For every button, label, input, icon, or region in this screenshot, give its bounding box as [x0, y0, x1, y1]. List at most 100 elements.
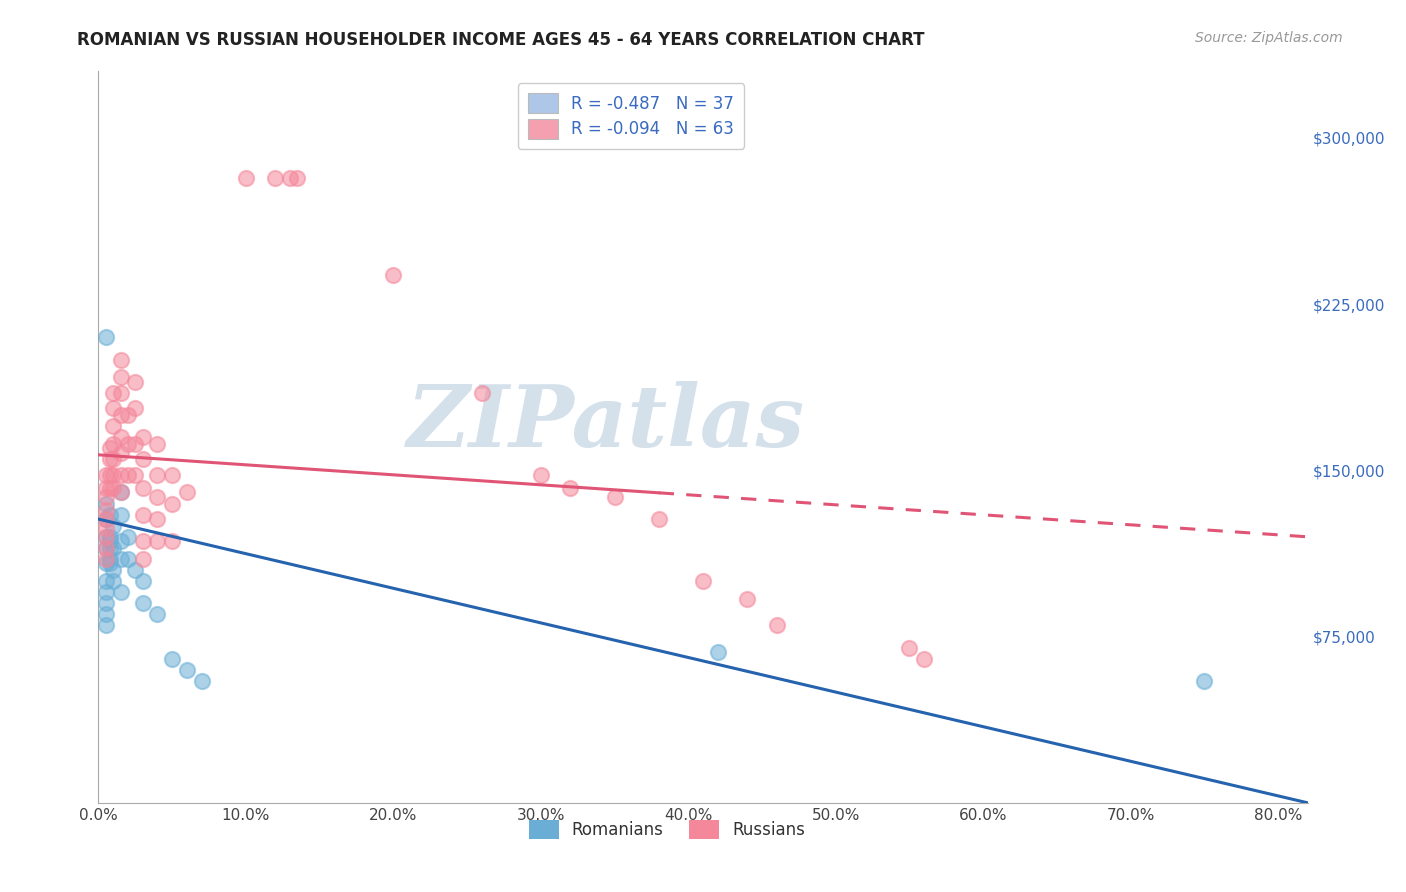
Point	[98, 541, 121, 555]
Point	[131, 430, 153, 444]
Point	[94, 585, 117, 599]
Point	[124, 436, 146, 450]
Text: ZIPatlas: ZIPatlas	[408, 381, 806, 464]
Point	[110, 485, 132, 500]
Point	[110, 408, 132, 422]
Point	[131, 596, 153, 610]
Point	[94, 596, 117, 610]
Point	[110, 485, 132, 500]
Text: ROMANIAN VS RUSSIAN HOUSEHOLDER INCOME AGES 45 - 64 YEARS CORRELATION CHART: ROMANIAN VS RUSSIAN HOUSEHOLDER INCOME A…	[77, 31, 925, 49]
Point	[94, 521, 117, 535]
Point	[110, 585, 132, 599]
Point	[94, 490, 117, 504]
Point	[278, 170, 301, 185]
Point	[176, 663, 198, 677]
Point	[94, 497, 117, 511]
Point	[530, 467, 553, 482]
Point	[110, 552, 132, 566]
Point	[98, 552, 121, 566]
Point	[98, 441, 121, 455]
Point	[94, 481, 117, 495]
Point	[471, 385, 494, 400]
Point	[101, 574, 124, 589]
Point	[131, 552, 153, 566]
Point	[131, 452, 153, 467]
Point	[146, 467, 169, 482]
Point	[101, 436, 124, 450]
Point	[101, 541, 124, 555]
Point	[560, 481, 582, 495]
Point	[912, 651, 935, 665]
Point	[98, 534, 121, 549]
Point	[110, 534, 132, 549]
Point	[94, 574, 117, 589]
Point	[94, 557, 117, 571]
Point	[101, 419, 124, 434]
Point	[110, 430, 132, 444]
Point	[898, 640, 921, 655]
Point	[131, 534, 153, 549]
Point	[146, 490, 169, 504]
Point	[160, 497, 183, 511]
Point	[117, 467, 139, 482]
Point	[117, 436, 139, 450]
Point	[648, 512, 671, 526]
Point	[160, 651, 183, 665]
Text: Source: ZipAtlas.com: Source: ZipAtlas.com	[1195, 31, 1343, 45]
Point	[146, 607, 169, 622]
Point	[124, 563, 146, 577]
Point	[101, 481, 124, 495]
Point	[94, 552, 117, 566]
Point	[94, 541, 117, 555]
Point	[110, 467, 132, 482]
Point	[94, 503, 117, 517]
Point	[110, 385, 132, 400]
Point	[101, 452, 124, 467]
Point	[94, 467, 117, 482]
Point	[94, 530, 117, 544]
Point	[765, 618, 787, 632]
Point	[382, 268, 405, 283]
Point	[98, 530, 121, 544]
Point	[706, 645, 728, 659]
Point	[117, 552, 139, 566]
Point	[264, 170, 287, 185]
Point	[94, 618, 117, 632]
Point	[101, 563, 124, 577]
Point	[110, 370, 132, 384]
Point	[692, 574, 714, 589]
Point	[94, 607, 117, 622]
Point	[117, 408, 139, 422]
Point	[101, 518, 124, 533]
Point	[101, 385, 124, 400]
Point	[98, 452, 121, 467]
Point	[131, 574, 153, 589]
Point	[146, 436, 169, 450]
Point	[110, 445, 132, 459]
Point	[110, 352, 132, 367]
Point	[735, 591, 758, 606]
Point	[98, 508, 121, 522]
Point	[101, 467, 124, 482]
Point	[117, 530, 139, 544]
Point	[146, 512, 169, 526]
Point	[603, 490, 626, 504]
Point	[176, 485, 198, 500]
Point	[110, 508, 132, 522]
Point	[94, 512, 117, 526]
Point	[124, 375, 146, 389]
Point	[131, 481, 153, 495]
Point	[131, 508, 153, 522]
Point	[98, 557, 121, 571]
Point	[94, 541, 117, 555]
Point	[160, 534, 183, 549]
Point	[1194, 673, 1216, 688]
Legend: Romanians, Russians: Romanians, Russians	[522, 814, 811, 846]
Point	[98, 481, 121, 495]
Point	[124, 401, 146, 416]
Point	[235, 170, 257, 185]
Point	[101, 401, 124, 416]
Point	[98, 467, 121, 482]
Point	[146, 534, 169, 549]
Point	[94, 530, 117, 544]
